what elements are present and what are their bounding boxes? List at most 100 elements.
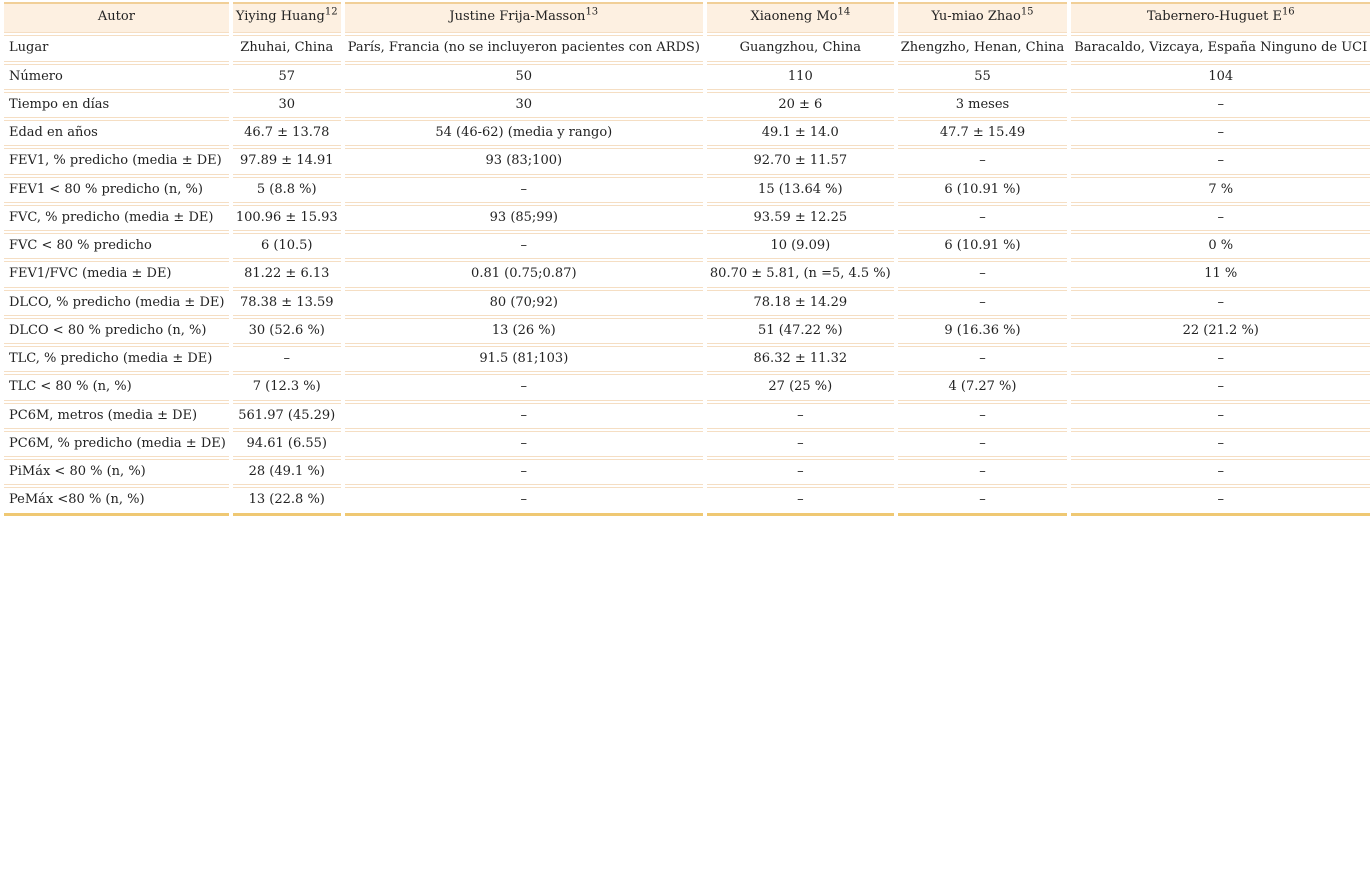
row-label: FEV1, % predicho (media ± DE) <box>4 148 229 175</box>
row-label: Tiempo en días <box>4 91 229 118</box>
row-label: FVC, % predicho (media ± DE) <box>4 204 229 231</box>
table-row: FEV1, % predicho (media ± DE) 97.89 ± 14.… <box>4 148 1371 175</box>
table-cell: 80.70 ± 5.81, (n =5, 4.5 %) <box>706 261 894 288</box>
table-cell: 9 (16.36 %) <box>897 317 1068 344</box>
table-cell: Zhuhai, China <box>232 35 341 62</box>
table-cell: – <box>706 430 894 457</box>
table-cell: 15 (13.64 %) <box>706 176 894 203</box>
studies-comparison-table: Autor Yiying Huang12 Justine Frija-Masso… <box>4 2 1371 516</box>
table-row: Número 57 50 110 55 104 <box>4 63 1371 90</box>
table-cell: – <box>897 402 1068 429</box>
table-cell: 94.61 (6.55) <box>232 430 341 457</box>
table-cell: – <box>897 289 1068 316</box>
table-row: PeMáx <80 % (n, %) 13 (22.8 %) – – – – <box>4 487 1371 516</box>
table-row: DLCO, % predicho (media ± DE) 78.38 ± 13.… <box>4 289 1371 316</box>
column-header-author: Yiying Huang12 <box>232 2 341 34</box>
row-label: DLCO, % predicho (media ± DE) <box>4 289 229 316</box>
row-label: FEV1/FVC (media ± DE) <box>4 261 229 288</box>
corner-header-autor: Autor <box>4 2 229 34</box>
row-label: Número <box>4 63 229 90</box>
table-cell: 30 (52.6 %) <box>232 317 341 344</box>
table-cell: – <box>1071 374 1371 401</box>
row-label: FVC < 80 % predicho <box>4 233 229 260</box>
table-row: PC6M, metros (media ± DE) 561.97 (45.29) –… <box>4 402 1371 429</box>
row-label: FEV1 < 80 % predicho (n, %) <box>4 176 229 203</box>
table-cell: 54 (46-62) (media y rango) <box>344 120 703 147</box>
author-name: Xiaoneng Mo <box>750 9 838 24</box>
row-label: PiMáx < 80 % (n, %) <box>4 459 229 486</box>
row-label: TLC < 80 % (n, %) <box>4 374 229 401</box>
table-cell: 92.70 ± 11.57 <box>706 148 894 175</box>
table-cell: 46.7 ± 13.78 <box>232 120 341 147</box>
row-label: PeMáx <80 % (n, %) <box>4 487 229 516</box>
table-cell: – <box>706 487 894 516</box>
table-row: TLC < 80 % (n, %) 7 (12.3 %) –27 (25 %) 4 (… <box>4 374 1371 401</box>
table-row: PC6M, % predicho (media ± DE) 94.61 (6.55… <box>4 430 1371 457</box>
header-row: Autor Yiying Huang12 Justine Frija-Masso… <box>4 2 1371 34</box>
table-cell: 55 <box>897 63 1068 90</box>
table-cell: – <box>897 204 1068 231</box>
table-cell: – <box>1071 148 1371 175</box>
column-header-author: Tabernero-Huguet E16 <box>1071 2 1371 34</box>
table-cell: 57 <box>232 63 341 90</box>
table-cell: 13 (22.8 %) <box>232 487 341 516</box>
table-cell: 30 <box>344 91 703 118</box>
table-cell: – <box>1071 91 1371 118</box>
table-cell: – <box>344 176 703 203</box>
table-cell: 78.18 ± 14.29 <box>706 289 894 316</box>
table-cell: – <box>897 430 1068 457</box>
table-cell: 100.96 ± 15.93 <box>232 204 341 231</box>
table-cell: 4 (7.27 %) <box>897 374 1068 401</box>
table-cell: Zhengzho, Henan, China <box>897 35 1068 62</box>
table-cell: 93 (85;99) <box>344 204 703 231</box>
table-cell: – <box>1071 289 1371 316</box>
table-cell: Baracaldo, Vizcaya, España Ninguno de UC… <box>1071 35 1371 62</box>
table-cell: 50 <box>344 63 703 90</box>
row-label: DLCO < 80 % predicho (n, %) <box>4 317 229 344</box>
citation-ref: 14 <box>837 6 851 18</box>
table-cell: 5 (8.8 %) <box>232 176 341 203</box>
table-cell: 47.7 ± 15.49 <box>897 120 1068 147</box>
table-cell: – <box>706 459 894 486</box>
table-row: TLC, % predicho (media ± DE) –91.5 (81;10… <box>4 346 1371 373</box>
table-cell: – <box>706 402 894 429</box>
citation-ref: 16 <box>1281 6 1295 18</box>
table-cell: – <box>897 148 1068 175</box>
row-label: PC6M, % predicho (media ± DE) <box>4 430 229 457</box>
author-name: Yiying Huang <box>235 9 325 24</box>
table-cell: 10 (9.09) <box>706 233 894 260</box>
table-cell: – <box>1071 402 1371 429</box>
author-name: Tabernero-Huguet E <box>1146 9 1282 24</box>
table-cell: – <box>344 402 703 429</box>
table-cell: 49.1 ± 14.0 <box>706 120 894 147</box>
table-cell: – <box>232 346 341 373</box>
table-cell: 78.38 ± 13.59 <box>232 289 341 316</box>
table-row: DLCO < 80 % predicho (n, %) 30 (52.6 %) 13… <box>4 317 1371 344</box>
table-cell: 0.81 (0.75;0.87) <box>344 261 703 288</box>
table-cell: – <box>897 346 1068 373</box>
row-label: Edad en años <box>4 120 229 147</box>
table-cell: – <box>1071 346 1371 373</box>
row-label: PC6M, metros (media ± DE) <box>4 402 229 429</box>
table-cell: – <box>1071 487 1371 516</box>
table-cell: – <box>344 233 703 260</box>
table-cell: 20 ± 6 <box>706 91 894 118</box>
table-cell: – <box>344 487 703 516</box>
table-cell: – <box>897 459 1068 486</box>
table-row: FEV1 < 80 % predicho (n, %) 5 (8.8 %) –15 … <box>4 176 1371 203</box>
citation-ref: 12 <box>324 6 338 18</box>
author-name: Yu-miao Zhao <box>931 9 1021 24</box>
table-cell: – <box>344 459 703 486</box>
table-cell: 6 (10.91 %) <box>897 233 1068 260</box>
table-cell: 104 <box>1071 63 1371 90</box>
table-row: FVC < 80 % predicho 6 (10.5) –10 (9.09) 6 (… <box>4 233 1371 260</box>
table-cell: – <box>1071 120 1371 147</box>
row-label: TLC, % predicho (media ± DE) <box>4 346 229 373</box>
table-cell: 561.97 (45.29) <box>232 402 341 429</box>
table-cell: – <box>1071 459 1371 486</box>
table-cell: 0 % <box>1071 233 1371 260</box>
table-row: PiMáx < 80 % (n, %) 28 (49.1 %) – – – – <box>4 459 1371 486</box>
table-cell: 27 (25 %) <box>706 374 894 401</box>
table-cell: – <box>897 261 1068 288</box>
table-cell: 97.89 ± 14.91 <box>232 148 341 175</box>
